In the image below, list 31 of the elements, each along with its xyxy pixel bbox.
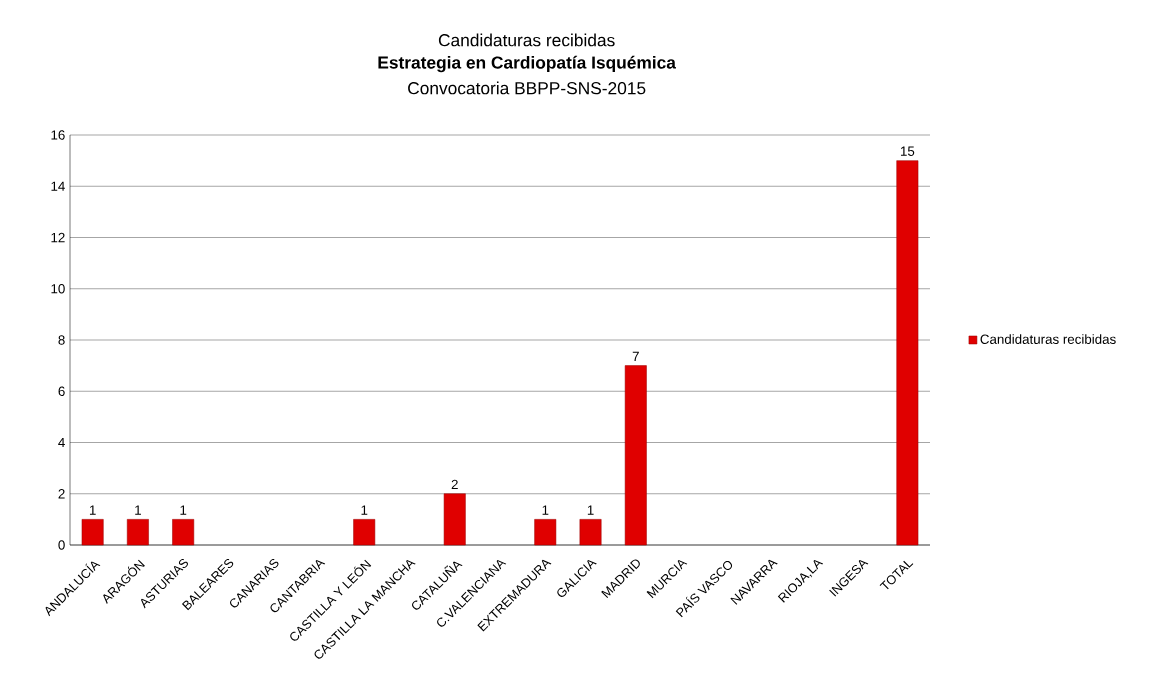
y-tick-label: 8 (58, 335, 65, 345)
y-tick-label: 14 (51, 181, 65, 191)
data-label: 1 (135, 505, 141, 515)
data-label: 1 (180, 505, 187, 515)
y-tick-label: 2 (58, 489, 65, 499)
bar (534, 519, 557, 546)
bar (353, 519, 376, 546)
bar (896, 160, 919, 546)
bar (126, 519, 149, 546)
data-label: 7 (632, 351, 639, 361)
chart-title: Candidaturas recibidas (438, 33, 615, 47)
bar (579, 519, 602, 546)
y-tick-label: 16 (51, 130, 65, 140)
y-tick-label: 12 (51, 232, 65, 243)
bar (81, 519, 104, 546)
bar (172, 519, 195, 546)
data-label: 2 (451, 479, 458, 490)
data-label: 1 (361, 505, 368, 515)
text: Convocatoria BBPP-SNS-2015 (408, 81, 646, 95)
bar (443, 493, 466, 546)
data-label: 15 (900, 146, 915, 156)
y-tick-label: 10 (51, 284, 65, 294)
data-label: 1 (542, 505, 549, 515)
y-tick-label: 4 (58, 437, 65, 448)
y-tick-label: 6 (58, 386, 65, 396)
data-label: 1 (89, 505, 96, 515)
chart-subtitle: Estrategia en Cardiopatía Isquémica (378, 55, 677, 73)
y-tick-label: 0 (58, 540, 65, 550)
bar (624, 365, 647, 546)
legend-label: Candidaturas recibidas (980, 334, 1116, 344)
data-label: 1 (587, 505, 594, 515)
